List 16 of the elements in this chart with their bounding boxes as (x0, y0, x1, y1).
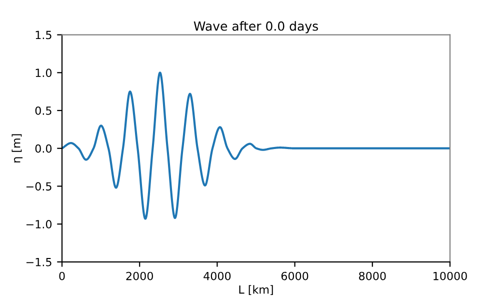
y-tick-label: 1.5 (36, 30, 52, 40)
y-tick-label: −0.5 (26, 182, 52, 191)
x-tick-label: 8000 (359, 272, 386, 280)
y-tick-label: 0.5 (35, 106, 52, 115)
y-tick-label: −1.0 (26, 220, 52, 228)
x-tick-label: 10000 (434, 272, 467, 280)
x-tick-label: 2000 (126, 272, 153, 280)
x-tick-label: 6000 (281, 272, 308, 280)
y-axis-title: η [m] (12, 134, 23, 162)
y-tick-label: 1.0 (36, 68, 52, 78)
y-tick-label: 0.0 (35, 144, 52, 153)
x-axis-title: L [km] (239, 285, 273, 296)
y-tick-label: −1.5 (26, 258, 52, 266)
chart-title: Wave after 0.0 days (194, 21, 318, 34)
x-tick-label: 0 (59, 272, 65, 280)
x-tick-label: 4000 (204, 272, 231, 280)
